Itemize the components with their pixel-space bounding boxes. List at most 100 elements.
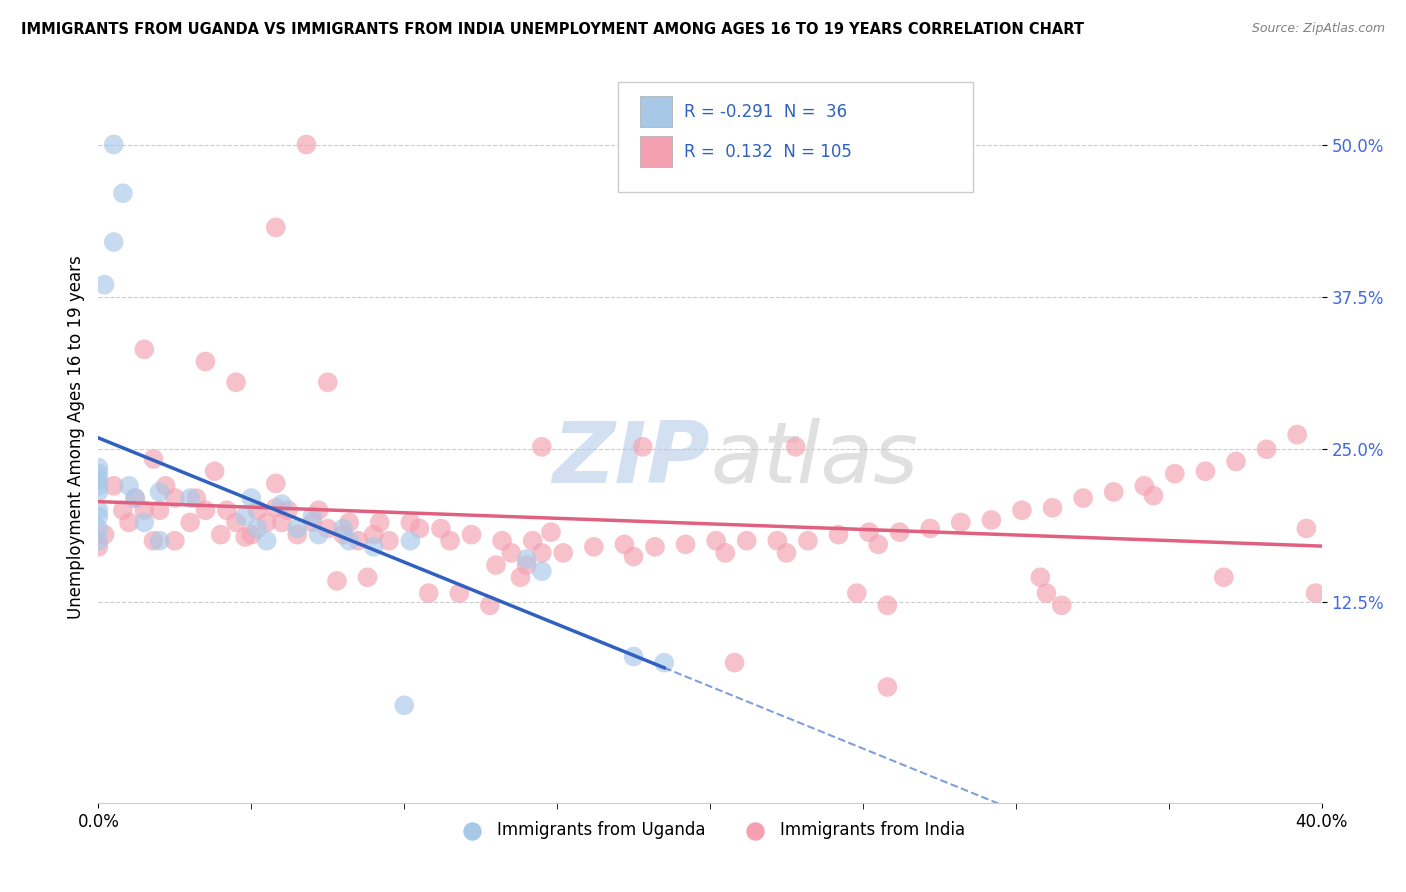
Point [87, 479, 110, 493]
Point [1256, 442, 1278, 457]
Point [233, 530, 256, 544]
Point [449, 586, 471, 600]
Point [363, 527, 385, 541]
Point [149, 503, 172, 517]
Point [631, 440, 654, 454]
Point [1305, 586, 1327, 600]
Point [399, 533, 422, 548]
Point [194, 354, 217, 368]
Point [723, 656, 745, 670]
Point [316, 376, 339, 390]
Text: R =  0.132  N = 105: R = 0.132 N = 105 [685, 143, 852, 161]
Point [399, 516, 422, 530]
FancyBboxPatch shape [640, 136, 672, 167]
Point [264, 500, 287, 515]
Point [356, 570, 378, 584]
Point [194, 503, 217, 517]
Point [501, 546, 523, 560]
Point [233, 509, 256, 524]
Point [285, 521, 308, 535]
Point [876, 599, 898, 613]
Point [270, 497, 292, 511]
Point [337, 533, 360, 548]
Point [337, 516, 360, 530]
Point [277, 503, 299, 517]
Point [785, 440, 807, 454]
Point [408, 521, 430, 535]
Point [735, 533, 758, 548]
Point [775, 546, 797, 560]
FancyBboxPatch shape [619, 82, 973, 192]
Point [301, 509, 323, 524]
Point [714, 546, 737, 560]
Point [868, 537, 890, 551]
Point [215, 503, 238, 517]
Point [155, 479, 177, 493]
Point [316, 521, 339, 535]
Point [889, 525, 911, 540]
Point [204, 464, 226, 478]
Point [1050, 599, 1073, 613]
Point [522, 533, 544, 548]
Text: R = -0.291  N =  36: R = -0.291 N = 36 [685, 103, 848, 120]
Point [111, 186, 134, 201]
Point [332, 527, 354, 541]
Point [1133, 479, 1156, 493]
Text: atlas: atlas [710, 417, 918, 500]
Point [111, 503, 134, 517]
Point [485, 558, 508, 573]
Point [980, 513, 1002, 527]
Point [179, 491, 201, 505]
FancyBboxPatch shape [640, 96, 672, 127]
Point [1194, 464, 1216, 478]
Point [240, 491, 263, 505]
Point [142, 533, 165, 548]
Point [179, 516, 201, 530]
Point [540, 525, 562, 540]
Point [163, 533, 186, 548]
Point [1142, 489, 1164, 503]
Point [124, 491, 146, 505]
Point [256, 516, 278, 530]
Point [326, 574, 349, 588]
Point [142, 452, 165, 467]
Point [332, 521, 354, 535]
Point [225, 376, 247, 390]
Point [582, 540, 605, 554]
Point [118, 479, 141, 493]
Point [264, 476, 287, 491]
Point [363, 540, 385, 554]
Point [246, 503, 269, 517]
Point [149, 485, 172, 500]
Point [509, 570, 531, 584]
Point [1212, 570, 1234, 584]
Point [623, 649, 645, 664]
Point [87, 533, 110, 548]
Point [285, 527, 308, 541]
Legend: Immigrants from Uganda, Immigrants from India: Immigrants from Uganda, Immigrants from … [449, 814, 972, 846]
Point [478, 599, 501, 613]
Point [103, 137, 125, 152]
Point [1225, 454, 1247, 468]
Point [613, 537, 636, 551]
Point [270, 516, 292, 530]
Point [460, 527, 482, 541]
Point [1029, 570, 1052, 584]
Point [308, 527, 330, 541]
Point [87, 473, 110, 487]
Point [246, 521, 269, 535]
Point [87, 509, 110, 524]
Point [256, 533, 278, 548]
Point [308, 503, 330, 517]
Point [134, 516, 156, 530]
Point [1164, 467, 1187, 481]
Point [149, 533, 172, 548]
Point [301, 516, 323, 530]
Point [858, 525, 880, 540]
Point [368, 516, 391, 530]
Point [225, 516, 247, 530]
Point [439, 533, 461, 548]
Point [87, 467, 110, 481]
Point [209, 527, 232, 541]
Point [87, 503, 110, 517]
